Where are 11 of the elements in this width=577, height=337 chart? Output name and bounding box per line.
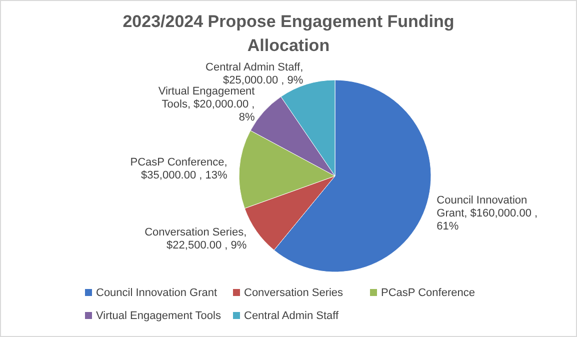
legend-label: Council Innovation Grant — [96, 287, 218, 299]
data-label: Virtual Engagement Tools, $20,000.00 , 8% — [158, 86, 255, 124]
data-label: Conversation Series, $22,500.00 , 9% — [144, 226, 247, 252]
legend-label: PCasP Conference — [381, 287, 475, 299]
legend-label: Central Admin Staff — [244, 310, 340, 322]
data-label: Council Innovation Grant, $160,000.00 , 61% — [436, 194, 538, 232]
chart-title: 2023/2024 Propose Engagement Funding Allocation — [122, 12, 454, 55]
legend-label: Conversation Series — [244, 287, 344, 299]
data-label: PCasP Conference, $35,000.00 , 13% — [130, 156, 228, 182]
legend-label: Virtual Engagement Tools — [96, 310, 222, 322]
data-label: Central Admin Staff, $25,000.00 , 9% — [206, 61, 304, 86]
